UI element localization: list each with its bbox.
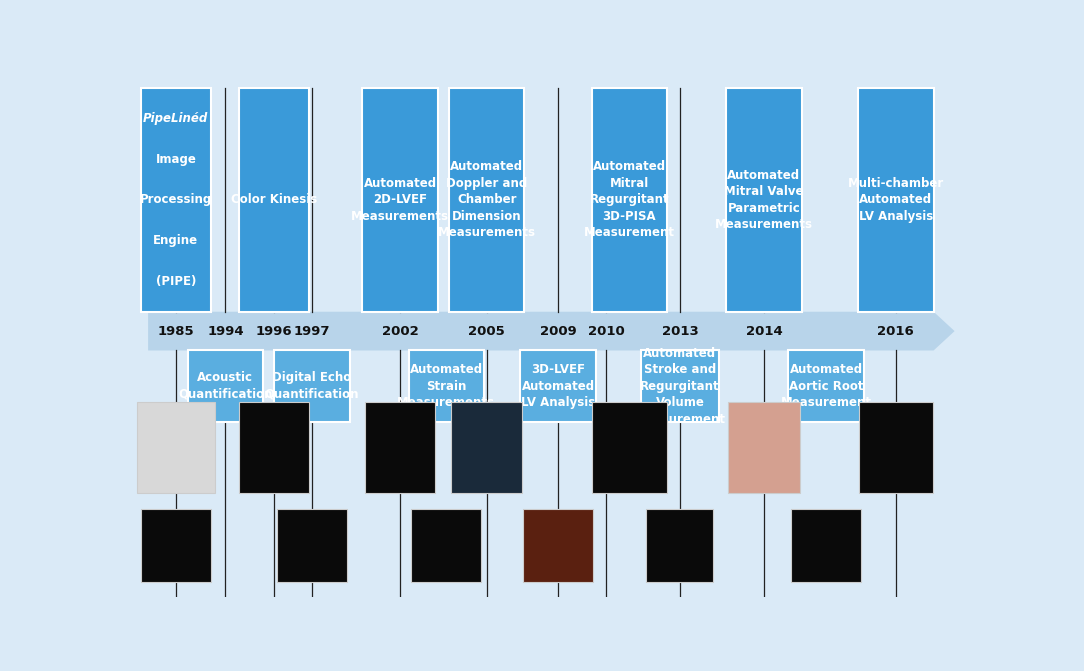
- Text: 2016: 2016: [877, 325, 914, 338]
- Text: Digital Echo
Quantification: Digital Echo Quantification: [264, 371, 359, 401]
- FancyBboxPatch shape: [646, 509, 713, 582]
- Text: Engine: Engine: [153, 234, 198, 247]
- Text: Acoustic
Quantification: Acoustic Quantification: [178, 371, 273, 401]
- FancyBboxPatch shape: [451, 402, 522, 493]
- Text: Processing: Processing: [140, 193, 212, 207]
- Text: (PIPE): (PIPE): [156, 274, 196, 288]
- FancyBboxPatch shape: [726, 89, 802, 312]
- FancyBboxPatch shape: [859, 402, 932, 493]
- Text: 1985: 1985: [157, 325, 194, 338]
- FancyBboxPatch shape: [365, 402, 435, 493]
- FancyBboxPatch shape: [274, 350, 350, 421]
- Text: Automated
Doppler and
Chamber
Dimension
Measurements: Automated Doppler and Chamber Dimension …: [438, 160, 535, 240]
- Text: 2010: 2010: [588, 325, 624, 338]
- Text: 2014: 2014: [746, 325, 783, 338]
- Text: 1996: 1996: [256, 325, 293, 338]
- FancyBboxPatch shape: [278, 509, 347, 582]
- FancyBboxPatch shape: [240, 89, 309, 312]
- FancyBboxPatch shape: [141, 509, 210, 582]
- FancyBboxPatch shape: [592, 89, 668, 312]
- FancyBboxPatch shape: [412, 509, 481, 582]
- Polygon shape: [149, 312, 955, 350]
- FancyBboxPatch shape: [788, 350, 864, 421]
- FancyBboxPatch shape: [728, 402, 800, 493]
- Text: Automated
Mitral
Regurgitant
3D-PISA
Measurement: Automated Mitral Regurgitant 3D-PISA Mea…: [584, 160, 675, 240]
- Text: 2005: 2005: [468, 325, 505, 338]
- Text: Automated
Mitral Valve
Parametric
Measurements: Automated Mitral Valve Parametric Measur…: [714, 168, 813, 231]
- FancyBboxPatch shape: [524, 509, 593, 582]
- Text: Automated
2D-LVEF
Measurements: Automated 2D-LVEF Measurements: [351, 177, 449, 223]
- FancyBboxPatch shape: [641, 350, 719, 421]
- FancyBboxPatch shape: [362, 89, 438, 312]
- Text: 2009: 2009: [540, 325, 577, 338]
- FancyBboxPatch shape: [859, 89, 933, 312]
- FancyBboxPatch shape: [592, 402, 668, 493]
- FancyBboxPatch shape: [409, 350, 485, 421]
- Text: Multi-chamber
Automated
LV Analysis: Multi-chamber Automated LV Analysis: [848, 177, 944, 223]
- Text: Automated
Aortic Root
Measurement: Automated Aortic Root Measurement: [780, 363, 872, 409]
- Text: Color Kinesis: Color Kinesis: [231, 193, 318, 207]
- Text: 1994: 1994: [207, 325, 244, 338]
- FancyBboxPatch shape: [791, 509, 861, 582]
- Text: 2002: 2002: [382, 325, 418, 338]
- Text: Automated
Strain
Measurements: Automated Strain Measurements: [398, 363, 495, 409]
- FancyBboxPatch shape: [188, 350, 263, 421]
- Text: Image: Image: [155, 153, 196, 166]
- FancyBboxPatch shape: [137, 402, 215, 493]
- FancyBboxPatch shape: [520, 350, 596, 421]
- FancyBboxPatch shape: [240, 402, 309, 493]
- Text: PipeLinéd: PipeLinéd: [143, 112, 208, 125]
- FancyBboxPatch shape: [449, 89, 525, 312]
- Text: 2013: 2013: [661, 325, 698, 338]
- Text: 3D-LVEF
Automated
LV Analysis: 3D-LVEF Automated LV Analysis: [521, 363, 595, 409]
- Text: Automated
Stroke and
Regurgitant
Volume
Measurement: Automated Stroke and Regurgitant Volume …: [634, 346, 725, 425]
- Text: 1997: 1997: [294, 325, 331, 338]
- FancyBboxPatch shape: [141, 89, 210, 312]
